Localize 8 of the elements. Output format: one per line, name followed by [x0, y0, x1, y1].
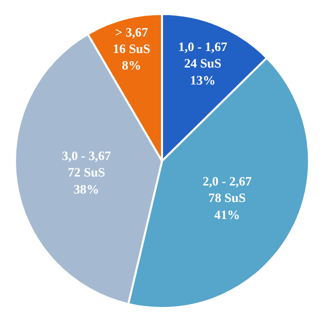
data-label: 72 SuS 38%	[68, 166, 106, 196]
data-label: 24 SuS 13%	[184, 56, 222, 88]
slice-label: > 3,67	[115, 25, 149, 40]
data-label: 16 SuS 8%	[112, 42, 150, 73]
slice-label: 1,0 - 1,67	[178, 40, 228, 54]
slice-label: 2,0 - 2,67	[202, 174, 252, 189]
data-label: 78 SuS 41%	[208, 191, 246, 222]
slice-label: 3,0 - 3,67	[62, 149, 112, 164]
